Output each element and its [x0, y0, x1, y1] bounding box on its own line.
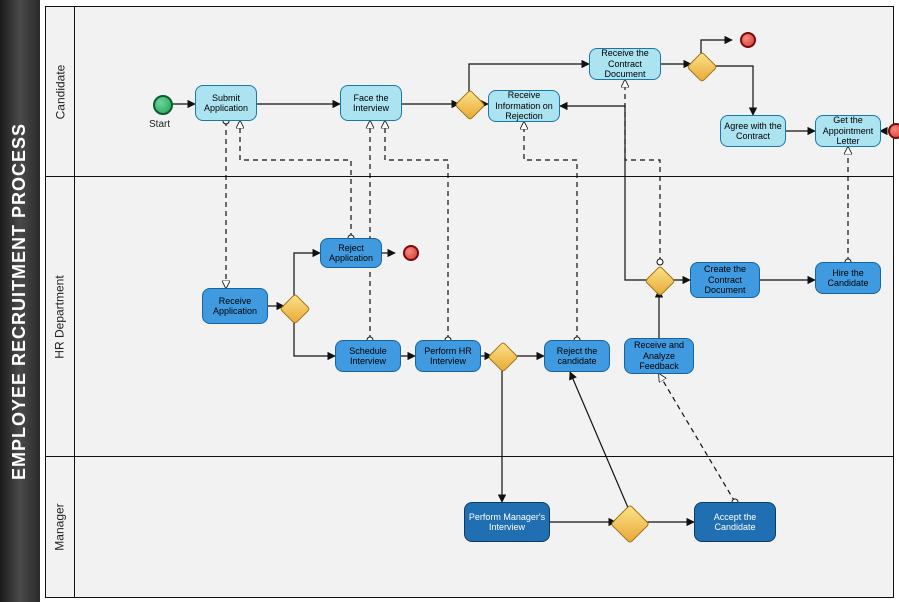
task-schedule[interactable]: Schedule Interview	[335, 340, 401, 372]
event-end2[interactable]	[740, 32, 756, 48]
task-agree[interactable]: Agree with the Contract	[720, 115, 786, 147]
task-recv_feedback[interactable]: Receive and Analyze Feedback	[624, 338, 694, 374]
lane-hr: HR Department	[45, 176, 894, 458]
lane-label-hr: HR Department	[46, 177, 75, 457]
event-end3[interactable]	[888, 123, 899, 139]
task-hire[interactable]: Hire the Candidate	[815, 262, 881, 294]
task-get_letter[interactable]: Get the Appointment Letter	[815, 115, 881, 147]
task-accept_cand[interactable]: Accept the Candidate	[694, 502, 776, 542]
task-perform_hr[interactable]: Perform HR Interview	[415, 340, 481, 372]
task-receive_app[interactable]: Receive Application	[202, 288, 268, 324]
pool-title-text: EMPLOYEE RECRUITMENT PROCESS	[10, 122, 31, 479]
lane-label-candidate: Candidate	[46, 7, 75, 177]
pool-title: EMPLOYEE RECRUITMENT PROCESS	[0, 0, 40, 602]
lane-label-manager: Manager	[46, 457, 75, 597]
diagram-canvas: CandidateHR DepartmentManager Submit Appl…	[40, 0, 899, 602]
event-end1[interactable]	[403, 245, 419, 261]
task-recv_reject_info[interactable]: Receive Information on Rejection	[488, 90, 560, 122]
event-label-start: Start	[149, 119, 170, 130]
event-start[interactable]	[153, 95, 173, 115]
task-submit[interactable]: Submit Application	[195, 85, 257, 121]
task-create_contract[interactable]: Create the Contract Document	[690, 262, 760, 298]
task-recv_contract[interactable]: Receive the Contract Document	[589, 48, 661, 80]
task-reject_cand[interactable]: Reject the candidate	[544, 340, 610, 372]
task-perform_mgr[interactable]: Perform Manager's Interview	[464, 502, 550, 542]
task-reject_app[interactable]: Reject Application	[320, 238, 382, 268]
task-face[interactable]: Face the Interview	[340, 85, 402, 121]
